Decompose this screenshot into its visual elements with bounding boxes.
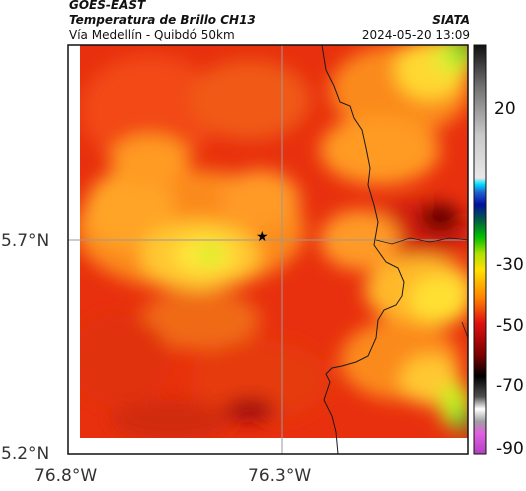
lon-tick-2: 76.3°W xyxy=(248,466,312,486)
department-border-south xyxy=(461,321,468,339)
department-border xyxy=(321,45,405,454)
satellite-title: GOES-EAST xyxy=(69,0,146,12)
lat-tick-1: 5.7°N xyxy=(1,231,50,251)
star-marker: ★ xyxy=(256,229,269,245)
agency-label: SIATA xyxy=(432,13,470,27)
colorbar-tick-minus-70: -70 xyxy=(496,376,524,396)
colorbar-tick-20: 20 xyxy=(494,99,516,119)
region-label: Vía Medellín - Quibdó 50km xyxy=(69,28,235,42)
colorbar-tick-minus-30: -30 xyxy=(496,255,524,275)
colorbar-tick-minus-50: -50 xyxy=(496,316,524,336)
colorbar xyxy=(473,44,487,455)
colorbar-tick-minus-90: -90 xyxy=(496,439,524,459)
datetime-label: 2024-05-20 13:09 xyxy=(361,28,470,42)
lon-tick-1: 76.8°W xyxy=(34,466,98,486)
department-border-east xyxy=(375,237,468,245)
temperature-field xyxy=(68,45,468,454)
product-title: Temperatura de Brillo CH13 xyxy=(69,13,256,27)
lat-tick-2: 5.2°N xyxy=(1,444,50,464)
